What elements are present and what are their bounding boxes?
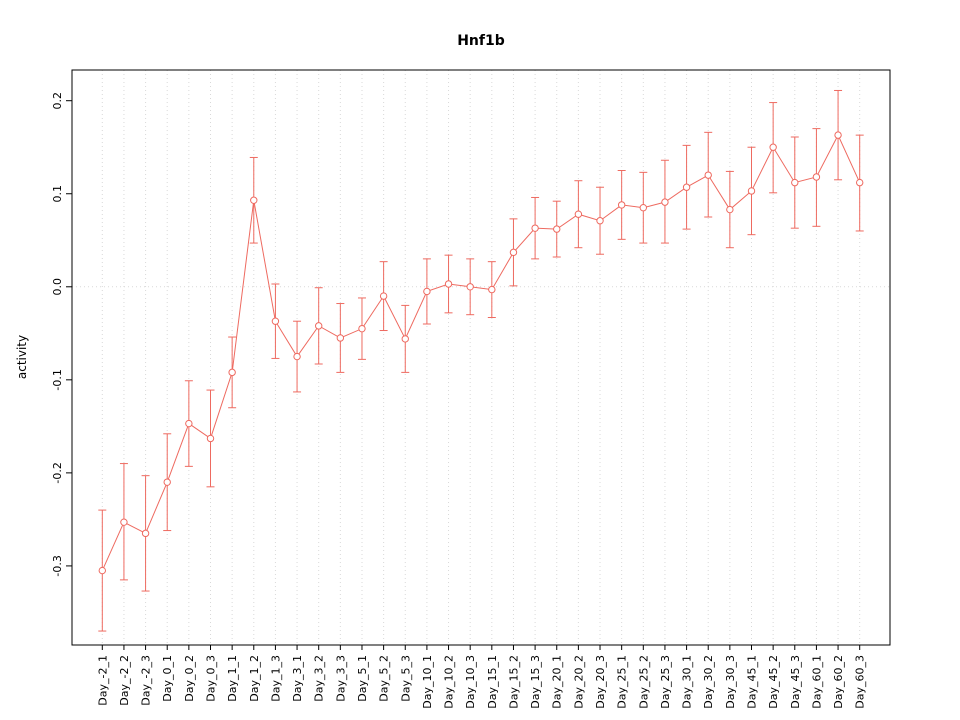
x-tick-label: Day_5_1: [356, 655, 369, 702]
x-tick-label: Day_3_3: [334, 655, 347, 702]
error-bars: [98, 89, 864, 632]
x-tick-label: Day_60_2: [832, 655, 845, 709]
data-point: [271, 317, 280, 325]
data-point: [617, 201, 626, 209]
data-point: [661, 198, 669, 206]
data-point: [769, 143, 777, 151]
x-tick-label: Day_45_1: [746, 655, 759, 709]
data-point: [596, 217, 604, 225]
x-tick-label: Day_30_3: [724, 655, 737, 709]
data-point: [250, 196, 258, 204]
x-tick-label: Day_20_2: [572, 655, 585, 709]
x-tick-label: Day_-2_2: [118, 655, 131, 706]
y-tick-label: -0.1: [51, 369, 64, 390]
x-tick-label: Day_5_2: [378, 655, 391, 702]
data-point: [553, 225, 561, 233]
data-point: [401, 335, 409, 343]
gridlines: [72, 70, 890, 645]
data-point: [206, 434, 215, 443]
data-point: [747, 187, 756, 195]
data-point: [726, 205, 734, 214]
x-tick-label: Day_45_3: [789, 655, 802, 709]
data-point: [509, 248, 518, 257]
x-tick-label: Day_15_2: [507, 655, 520, 709]
data-point: [163, 478, 171, 486]
data-point: [531, 224, 539, 232]
x-tick-label: Day_25_3: [659, 655, 672, 709]
data-point: [185, 419, 193, 428]
axes: -0.3 -0.2 -0.1 0.0 0.1 0.2 Day_-2_1 Day_-2_2 Day…: [51, 92, 867, 709]
x-tick-label: Day_20_1: [551, 655, 564, 709]
x-tick-label: Day_10_2: [443, 655, 456, 709]
data-point: [704, 171, 712, 179]
data-point: [574, 210, 583, 218]
x-tick-label: Day_3_1: [291, 655, 304, 702]
x-tick-label: Day_60_3: [854, 655, 867, 709]
data-point: [358, 324, 366, 333]
chart-title: Hnf1b: [457, 33, 505, 49]
x-tick-label: Day_45_2: [767, 655, 780, 709]
data-point: [423, 287, 431, 296]
data-point: [812, 173, 821, 181]
x-tick-label: Day_30_1: [681, 655, 694, 709]
x-tick-label: Day_-2_1: [96, 655, 109, 706]
data-point: [293, 352, 301, 361]
x-tick-label: Day_0_3: [204, 655, 217, 702]
data-point: [639, 204, 648, 212]
x-tick-label: Day_1_2: [248, 655, 261, 702]
data-point: [834, 131, 842, 139]
data-point: [488, 285, 496, 294]
data-points: [98, 131, 864, 575]
data-point: [120, 518, 128, 526]
x-tick-label: Day_25_2: [637, 655, 650, 709]
data-point: [98, 566, 106, 575]
y-tick-label: 0.0: [51, 278, 64, 296]
data-point: [141, 529, 150, 538]
data-point: [791, 178, 799, 187]
series-line: [101, 133, 861, 571]
data-point: [336, 334, 345, 342]
data-point: [379, 292, 388, 300]
data-point: [682, 183, 691, 191]
x-tick-label: Day_25_1: [616, 655, 629, 709]
x-tick-label: Day_1_1: [226, 655, 239, 702]
y-tick-label: -0.3: [51, 555, 64, 576]
x-tick-label: Day_5_3: [399, 655, 412, 702]
y-tick-label: 0.1: [51, 185, 64, 203]
x-tick-label: Day_20_3: [594, 655, 607, 709]
plot-frame: [71, 69, 891, 646]
data-point: [856, 178, 864, 187]
data-point: [466, 283, 474, 291]
data-point: [314, 322, 323, 330]
x-tick-label: Day_3_2: [313, 655, 326, 702]
x-tick-label: Day_15_3: [529, 655, 542, 709]
x-tick-label: Day_-2_3: [140, 655, 153, 706]
y-tick-label: -0.2: [51, 462, 64, 483]
data-point: [228, 368, 236, 377]
x-tick-label: Day_10_1: [421, 655, 434, 709]
x-tick-label: Day_1_3: [269, 655, 282, 702]
x-tick-label: Day_15_1: [486, 655, 499, 709]
data-point: [444, 280, 453, 288]
x-tick-label: Day_0_2: [183, 655, 196, 702]
x-tick-label: Day_10_3: [464, 655, 477, 709]
x-tick-label: Day_60_1: [810, 655, 823, 709]
x-tick-label: Day_0_1: [161, 655, 174, 702]
y-tick-label: 0.2: [51, 92, 64, 110]
x-tick-label: Day_30_2: [702, 655, 715, 709]
